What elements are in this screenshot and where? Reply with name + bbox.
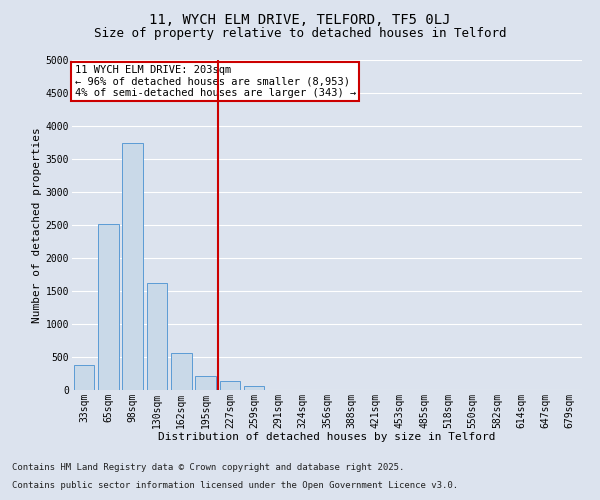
X-axis label: Distribution of detached houses by size in Telford: Distribution of detached houses by size … [158,432,496,442]
Bar [171,353,191,390]
Text: 11 WYCH ELM DRIVE: 203sqm
← 96% of detached houses are smaller (8,953)
4% of sem: 11 WYCH ELM DRIVE: 203sqm ← 96% of detac… [74,65,356,98]
Text: Contains HM Land Registry data © Crown copyright and database right 2025.: Contains HM Land Registry data © Crown c… [12,464,404,472]
Bar [146,283,167,390]
Bar [220,382,240,390]
Bar [244,386,265,390]
Text: Size of property relative to detached houses in Telford: Size of property relative to detached ho… [94,28,506,40]
Bar [195,376,216,390]
Bar [74,365,94,390]
Y-axis label: Number of detached properties: Number of detached properties [32,127,41,323]
Text: 11, WYCH ELM DRIVE, TELFORD, TF5 0LJ: 11, WYCH ELM DRIVE, TELFORD, TF5 0LJ [149,12,451,26]
Bar [98,224,119,390]
Text: Contains public sector information licensed under the Open Government Licence v3: Contains public sector information licen… [12,481,458,490]
Bar [122,142,143,390]
